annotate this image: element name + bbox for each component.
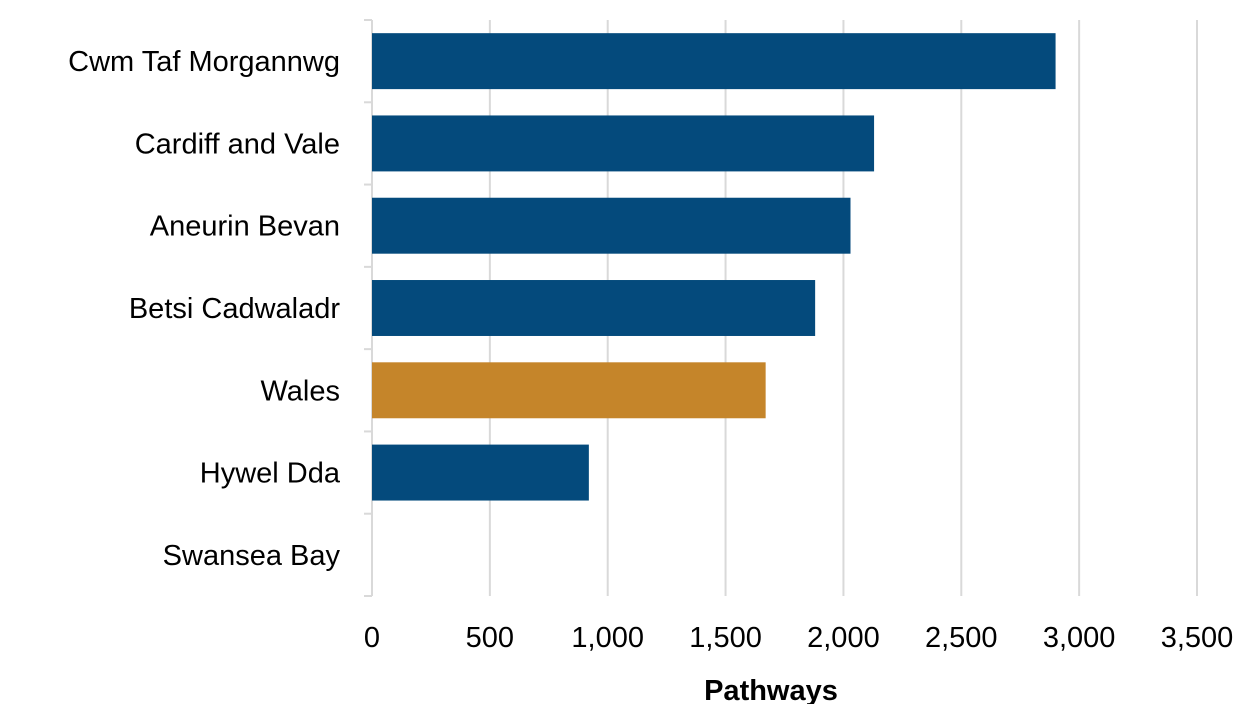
- x-tick-label: 2,500: [925, 622, 998, 654]
- x-tick-label: 3,000: [1043, 622, 1116, 654]
- bar: [372, 33, 1056, 90]
- x-tick-label: 3,500: [1161, 622, 1234, 654]
- bars: [372, 33, 1056, 501]
- category-label: Cardiff and Vale: [135, 128, 340, 160]
- x-tick-label: 0: [364, 622, 380, 654]
- category-label: Betsi Cadwaladr: [129, 293, 340, 325]
- bar: [372, 444, 589, 501]
- bar: [372, 362, 766, 419]
- category-label: Aneurin Bevan: [150, 211, 340, 243]
- category-label: Swansea Bay: [163, 540, 341, 572]
- category-ticks: [364, 19, 372, 597]
- bar: [372, 280, 816, 336]
- x-tick-label: 500: [466, 622, 514, 654]
- category-label: Hywel Dda: [200, 458, 341, 490]
- x-tick-label: 2,000: [807, 622, 880, 654]
- x-axis-title: Pathways: [704, 675, 838, 704]
- bar: [372, 115, 875, 172]
- x-tick-label: 1,000: [571, 622, 644, 654]
- bar: [372, 197, 851, 254]
- x-tick-labels: 0 500 1,000 1,500 2,000 2,500 3,000 3,500: [364, 622, 1233, 654]
- category-labels: Cwm Taf Morgannwg Cardiff and Vale Aneurin…: [68, 46, 341, 572]
- x-tick-label: 1,500: [689, 622, 762, 654]
- category-label: Wales: [261, 375, 341, 407]
- category-label: Cwm Taf Morgannwg: [68, 46, 340, 78]
